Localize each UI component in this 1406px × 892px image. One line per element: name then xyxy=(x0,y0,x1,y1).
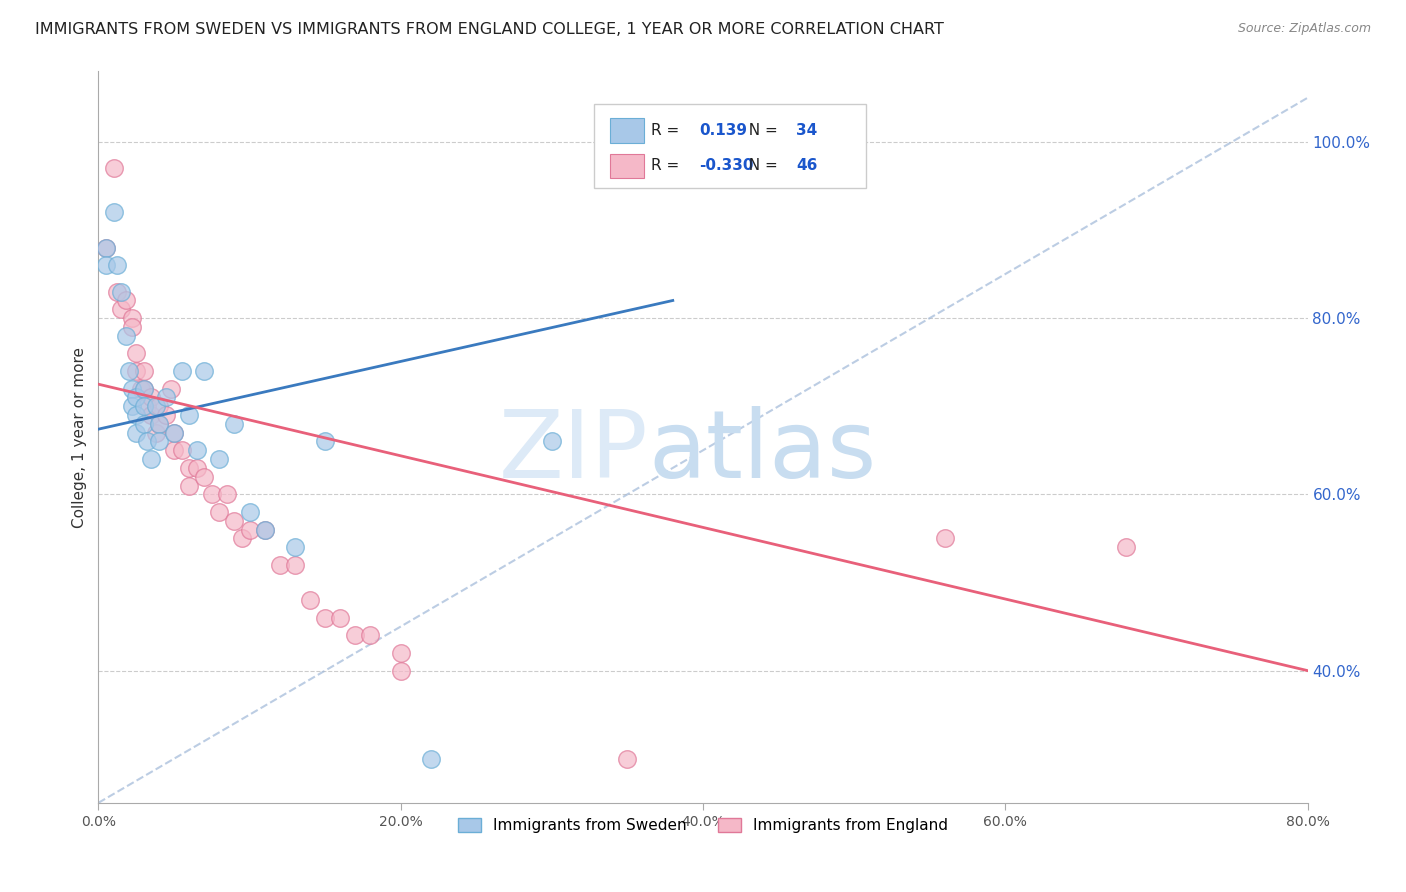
Point xyxy=(125,425,148,440)
Point xyxy=(208,452,231,467)
Point xyxy=(329,611,352,625)
Point xyxy=(148,434,170,449)
Point xyxy=(103,161,125,176)
Text: N =: N = xyxy=(740,123,783,137)
Point xyxy=(179,461,201,475)
Point xyxy=(186,443,208,458)
Point xyxy=(103,205,125,219)
Point xyxy=(148,399,170,413)
Point xyxy=(135,399,157,413)
Bar xyxy=(610,153,644,178)
FancyBboxPatch shape xyxy=(595,104,866,188)
Point xyxy=(132,382,155,396)
Point xyxy=(121,382,143,396)
Point xyxy=(163,425,186,440)
Point xyxy=(193,364,215,378)
Point xyxy=(141,452,163,467)
Text: 46: 46 xyxy=(796,158,817,173)
Point xyxy=(389,664,412,678)
Point xyxy=(170,364,193,378)
Point xyxy=(148,417,170,431)
Text: R =: R = xyxy=(651,123,689,137)
Point xyxy=(934,532,956,546)
Point xyxy=(420,752,443,766)
Point xyxy=(110,302,132,317)
Point xyxy=(193,469,215,483)
Point xyxy=(105,258,128,272)
Text: R =: R = xyxy=(651,158,685,173)
Point xyxy=(224,514,246,528)
Point xyxy=(179,478,201,492)
Point xyxy=(163,425,186,440)
Point xyxy=(132,364,155,378)
Point xyxy=(299,593,322,607)
Point xyxy=(284,558,307,572)
Point xyxy=(201,487,224,501)
Point xyxy=(314,611,336,625)
Point xyxy=(105,285,128,299)
Point xyxy=(121,320,143,334)
Point xyxy=(155,408,177,422)
Point xyxy=(269,558,291,572)
Point xyxy=(145,425,167,440)
Text: 0.139: 0.139 xyxy=(699,123,748,137)
Point xyxy=(121,311,143,326)
Point xyxy=(125,364,148,378)
Point xyxy=(155,391,177,405)
Point xyxy=(239,505,262,519)
Text: IMMIGRANTS FROM SWEDEN VS IMMIGRANTS FROM ENGLAND COLLEGE, 1 YEAR OR MORE CORREL: IMMIGRANTS FROM SWEDEN VS IMMIGRANTS FRO… xyxy=(35,22,943,37)
Text: atlas: atlas xyxy=(648,406,877,498)
Text: N =: N = xyxy=(740,158,783,173)
Point xyxy=(94,241,117,255)
Legend: Immigrants from Sweden, Immigrants from England: Immigrants from Sweden, Immigrants from … xyxy=(453,812,953,839)
Point xyxy=(360,628,382,642)
Point xyxy=(1115,540,1137,554)
Point xyxy=(170,443,193,458)
Point xyxy=(389,646,412,660)
Point xyxy=(344,628,367,642)
Text: Source: ZipAtlas.com: Source: ZipAtlas.com xyxy=(1237,22,1371,36)
Point xyxy=(132,417,155,431)
Point xyxy=(208,505,231,519)
Point xyxy=(284,540,307,554)
Point xyxy=(94,258,117,272)
Point xyxy=(148,417,170,431)
Point xyxy=(94,241,117,255)
Point xyxy=(141,408,163,422)
Point xyxy=(110,285,132,299)
Point xyxy=(253,523,276,537)
Point xyxy=(186,461,208,475)
Point xyxy=(540,434,562,449)
Y-axis label: College, 1 year or more: College, 1 year or more xyxy=(72,347,87,527)
Point xyxy=(314,434,336,449)
Point xyxy=(253,523,276,537)
Point xyxy=(616,752,638,766)
Point xyxy=(114,293,136,308)
Point xyxy=(125,408,148,422)
Text: 34: 34 xyxy=(796,123,817,137)
Text: -0.330: -0.330 xyxy=(699,158,754,173)
Point xyxy=(215,487,238,501)
Point xyxy=(141,391,163,405)
Point xyxy=(231,532,253,546)
Text: ZIP: ZIP xyxy=(499,406,648,498)
Point xyxy=(125,346,148,360)
Point xyxy=(239,523,262,537)
Point xyxy=(132,382,155,396)
Point xyxy=(132,399,155,413)
Point xyxy=(135,434,157,449)
Bar xyxy=(610,119,644,143)
Point xyxy=(129,382,152,396)
Point xyxy=(118,364,141,378)
Point xyxy=(114,328,136,343)
Point xyxy=(163,443,186,458)
Point xyxy=(121,399,143,413)
Point xyxy=(160,382,183,396)
Point xyxy=(179,408,201,422)
Point xyxy=(145,399,167,413)
Point xyxy=(224,417,246,431)
Point xyxy=(125,391,148,405)
